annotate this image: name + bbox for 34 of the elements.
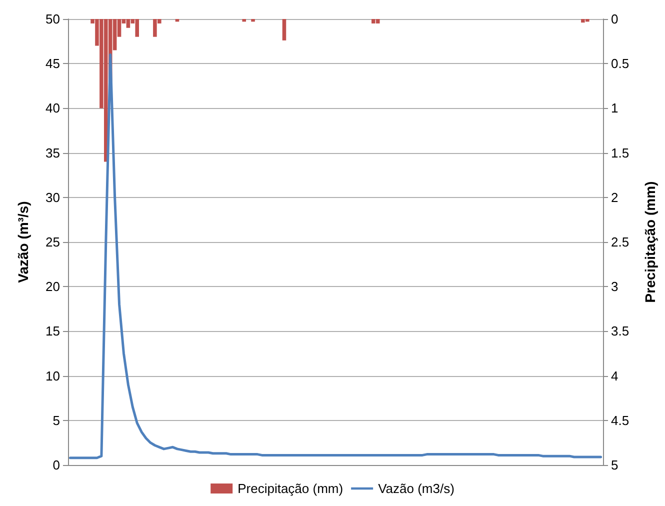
y2-tick-label: 4: [611, 368, 618, 384]
y-tick-label: 35: [46, 145, 60, 160]
y2-tick-label: 1: [611, 100, 618, 116]
line-series: [68, 53, 602, 460]
y2-tick-label: 0.5: [611, 56, 630, 72]
bar: [376, 19, 380, 24]
y2-tick-label: 0: [611, 12, 618, 26]
y2-tick-label: 2: [611, 190, 618, 205]
y-axis-title: Vazão (m³/s): [15, 201, 31, 283]
y-tick-label: 45: [46, 56, 60, 72]
y2-tick-label: 3: [611, 279, 618, 294]
y2-axis-title: Precipitação (mm): [642, 181, 658, 303]
legend-label: Precipitação (mm): [238, 481, 344, 496]
y2-tick-label: 2.5: [611, 234, 630, 250]
y-tick-label: 25: [46, 234, 60, 250]
y-tick-label: 10: [46, 368, 60, 384]
y2-tick-label: 1.5: [611, 145, 630, 160]
legend-label: Vazão (m3/s): [378, 481, 454, 496]
y-tick-label: 50: [46, 12, 60, 26]
y-tick-label: 30: [46, 190, 60, 205]
bar: [242, 19, 246, 22]
y-tick-label: 5: [52, 412, 60, 428]
bar: [372, 19, 376, 24]
y-tick-label: 20: [46, 279, 60, 294]
y-tick-label: 15: [46, 324, 60, 339]
bar: [126, 19, 130, 28]
y2-tick-label: 4.5: [611, 412, 630, 428]
y-tick-label: 40: [46, 100, 60, 116]
y2-tick-label: 3.5: [611, 324, 630, 339]
bar: [282, 19, 286, 40]
y2-tick-label: 5: [611, 458, 618, 472]
bar: [251, 19, 255, 22]
y-tick-label: 0: [52, 458, 60, 472]
bar: [135, 19, 139, 37]
